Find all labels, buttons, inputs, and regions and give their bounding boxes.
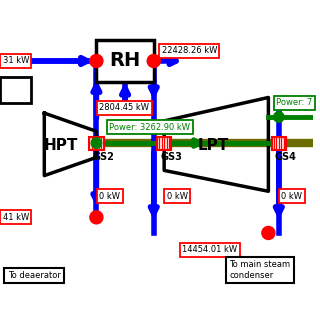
- Text: 0 kW: 0 kW: [99, 192, 120, 201]
- Text: 14454.01 kW: 14454.01 kW: [182, 245, 237, 254]
- FancyBboxPatch shape: [157, 137, 171, 149]
- Text: 2804.45 kW: 2804.45 kW: [99, 103, 149, 112]
- FancyBboxPatch shape: [0, 76, 31, 103]
- Text: GS2: GS2: [92, 152, 114, 162]
- FancyBboxPatch shape: [89, 137, 104, 149]
- Circle shape: [91, 138, 102, 148]
- Text: To main steam
condenser: To main steam condenser: [229, 260, 291, 280]
- Text: To deaerator: To deaerator: [8, 271, 61, 280]
- Circle shape: [147, 54, 160, 68]
- Text: Power: 3262.90 kW: Power: 3262.90 kW: [109, 123, 190, 132]
- Circle shape: [262, 227, 275, 239]
- Text: 0 kW: 0 kW: [167, 192, 188, 201]
- Text: 22428.26 kW: 22428.26 kW: [162, 46, 217, 55]
- Text: LPT: LPT: [198, 138, 229, 153]
- Text: GS4: GS4: [275, 152, 297, 162]
- Text: 41 kW: 41 kW: [3, 213, 29, 222]
- Circle shape: [90, 211, 103, 224]
- Text: 31 kW: 31 kW: [3, 57, 29, 66]
- FancyBboxPatch shape: [272, 137, 286, 149]
- Circle shape: [274, 112, 284, 122]
- Circle shape: [90, 54, 103, 68]
- Text: 0 kW: 0 kW: [281, 192, 302, 201]
- Text: RH: RH: [109, 52, 141, 70]
- Text: GS3: GS3: [160, 152, 182, 162]
- Text: HPT: HPT: [44, 138, 78, 153]
- FancyBboxPatch shape: [96, 40, 154, 82]
- Text: Power: 7: Power: 7: [276, 98, 312, 107]
